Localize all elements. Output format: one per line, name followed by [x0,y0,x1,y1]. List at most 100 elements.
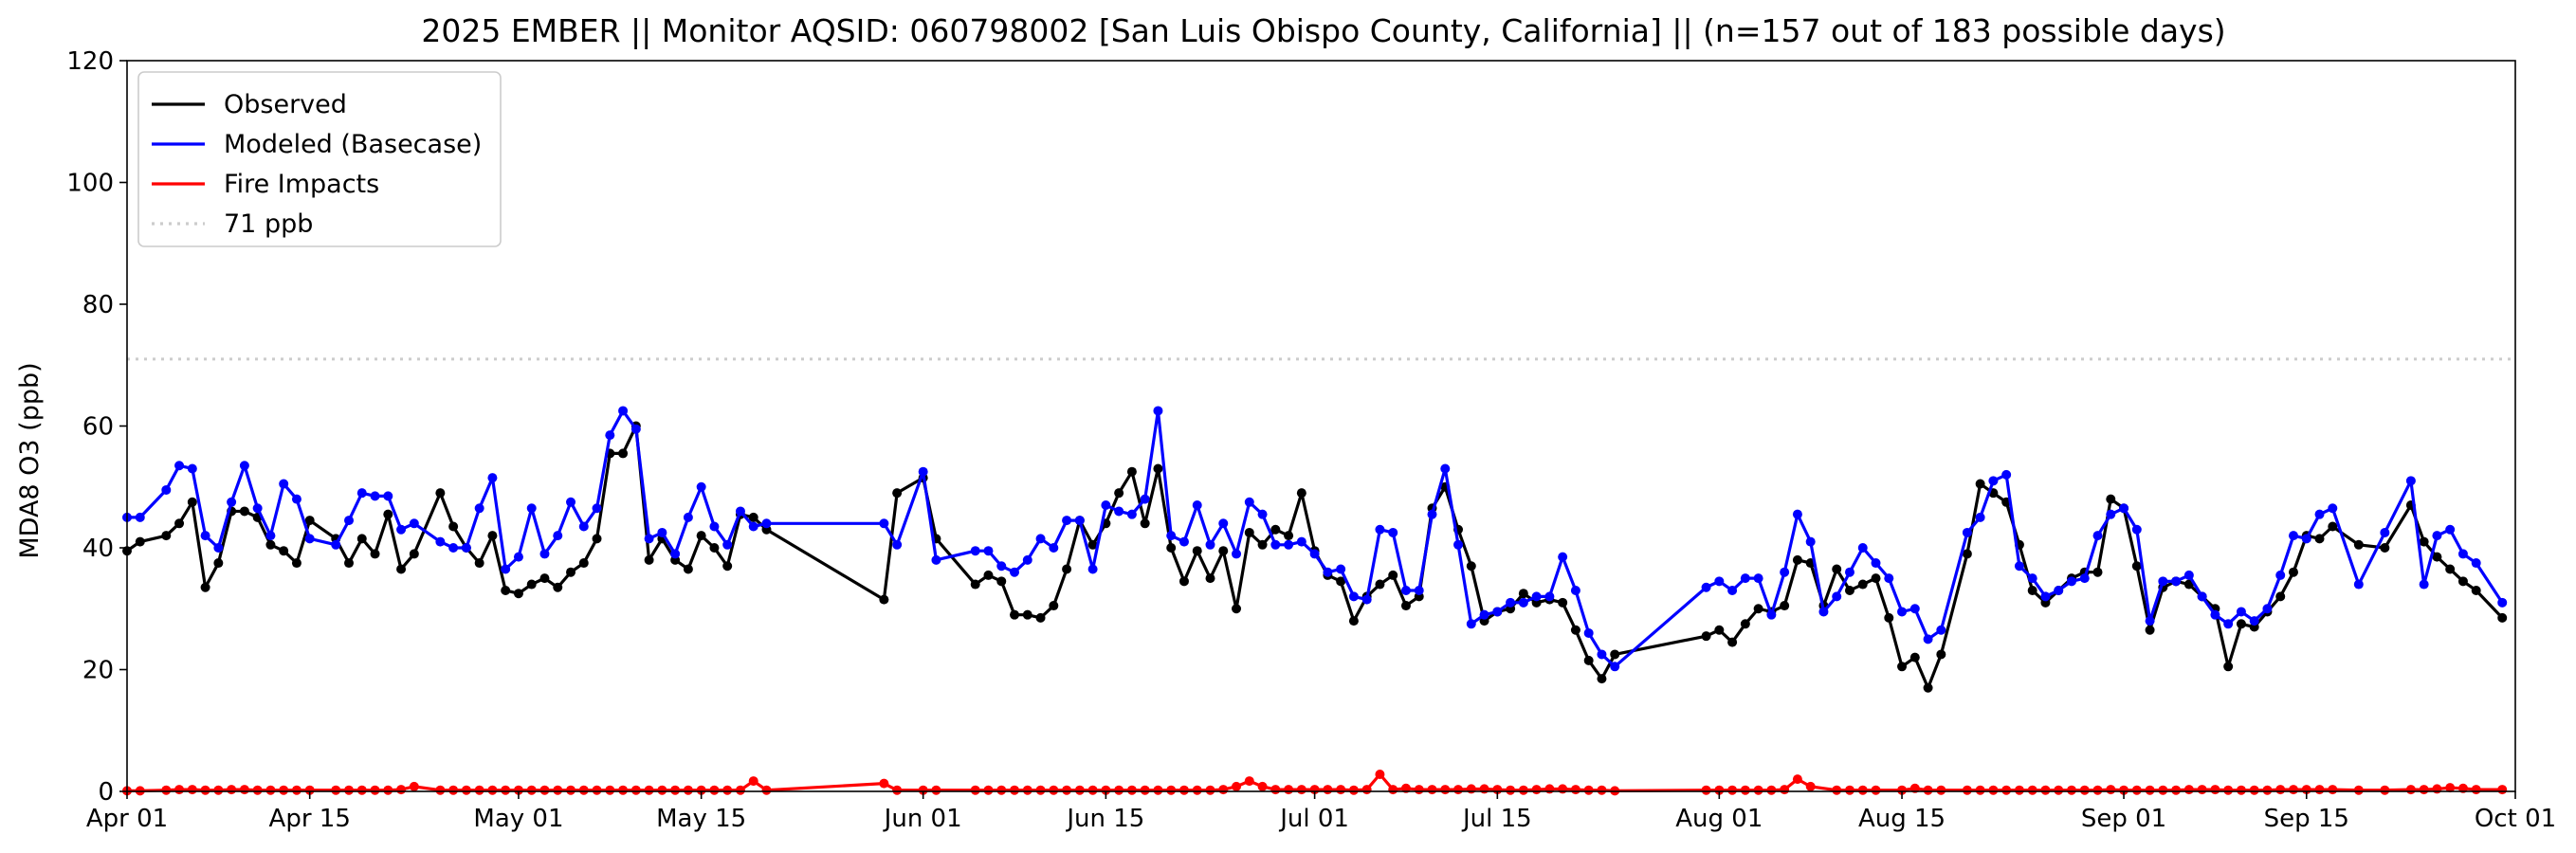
data-point [2092,567,2103,577]
data-point [1727,637,1738,647]
data-point [709,785,720,795]
data-point [931,785,941,795]
data-point [1388,527,1398,537]
data-point [1427,785,1437,795]
data-point [2353,539,2364,550]
x-tick-label: Jun 15 [1065,805,1144,833]
data-point [670,785,681,795]
data-point [1531,591,1542,602]
data-point [566,567,576,577]
data-point [1022,609,1032,620]
data-point [709,521,720,532]
data-point [1962,527,1972,537]
data-point [1388,570,1398,580]
legend: Observed Modeled (Basecase) Fire Impacts 71… [137,71,502,247]
data-point [1087,785,1098,795]
data-point [1218,518,1229,529]
data-point [2471,585,2481,595]
data-point [2054,785,2064,795]
data-point [892,785,903,795]
data-point [1427,509,1437,519]
data-point [291,558,301,569]
data-point [644,534,654,544]
data-point [2066,576,2076,587]
data-point [2079,785,2090,795]
data-point [1010,609,1020,620]
data-point [1558,784,1568,794]
data-point [1087,539,1098,550]
data-point [2131,524,2142,535]
data-point [618,406,629,416]
data-point [1336,576,1346,587]
data-point [1805,781,1816,791]
data-point [696,481,706,492]
data-point [1479,609,1489,620]
legend-label-71-ppb: 71 ppb [224,209,313,239]
data-point [1166,785,1177,795]
data-point [2249,616,2259,626]
data-point [356,534,367,544]
data-point [618,448,629,459]
data-point [1832,591,1842,602]
x-tick-label: Sep 15 [2264,805,2349,833]
data-point [2054,585,2064,595]
data-point [2079,573,2090,584]
data-point [996,576,1007,587]
data-point [2171,785,2182,795]
data-point [200,785,210,795]
data-point [344,558,355,569]
data-point [1518,589,1528,599]
data-point [1583,655,1594,665]
data-point [461,785,471,795]
data-point [1975,785,1985,795]
y-tick-label: 100 [66,170,114,198]
data-point [1166,543,1177,553]
data-point [370,785,380,795]
data-point [239,506,249,517]
data-point [1597,674,1607,684]
data-point [2131,561,2142,572]
data-point [213,543,224,553]
data-point [748,521,758,532]
data-point [892,488,903,499]
data-point [1714,785,1725,795]
chart-title: 2025 EMBER || Monitor AQSID: 060798002 [… [421,12,2225,49]
data-point [1832,564,1842,574]
x-tick-label: Jul 01 [1278,805,1349,833]
data-point [1780,567,1790,577]
data-point [1753,573,1763,584]
data-point [474,503,484,514]
data-point [2314,534,2325,544]
data-point [200,582,210,592]
data-point [1035,612,1046,623]
data-point [252,503,263,514]
data-point [2106,509,2116,519]
data-point [2066,785,2076,795]
data-point [2288,567,2298,577]
data-point [1871,785,1881,795]
data-point [1844,585,1854,595]
data-point [1466,619,1476,629]
data-point [1126,785,1137,795]
data-point [2092,785,2103,795]
data-point [474,785,484,795]
data-point [1140,785,1150,795]
data-point [1936,625,1946,635]
data-point [566,785,576,795]
data-point [892,539,903,550]
data-point [1205,539,1215,550]
y-tick-label: 20 [82,657,114,685]
series-modeled-basecase [122,406,2508,672]
data-point [1453,785,1464,795]
data-point [722,539,733,550]
data-point [1400,585,1411,595]
x-tick-label: Jun 01 [883,805,962,833]
data-point [1610,662,1620,672]
data-point [1153,406,1163,416]
data-point [1727,585,1738,595]
data-point [2197,785,2207,795]
data-point [174,785,185,795]
data-point [2210,785,2220,795]
data-point [2119,785,2129,795]
data-point [1022,554,1032,565]
